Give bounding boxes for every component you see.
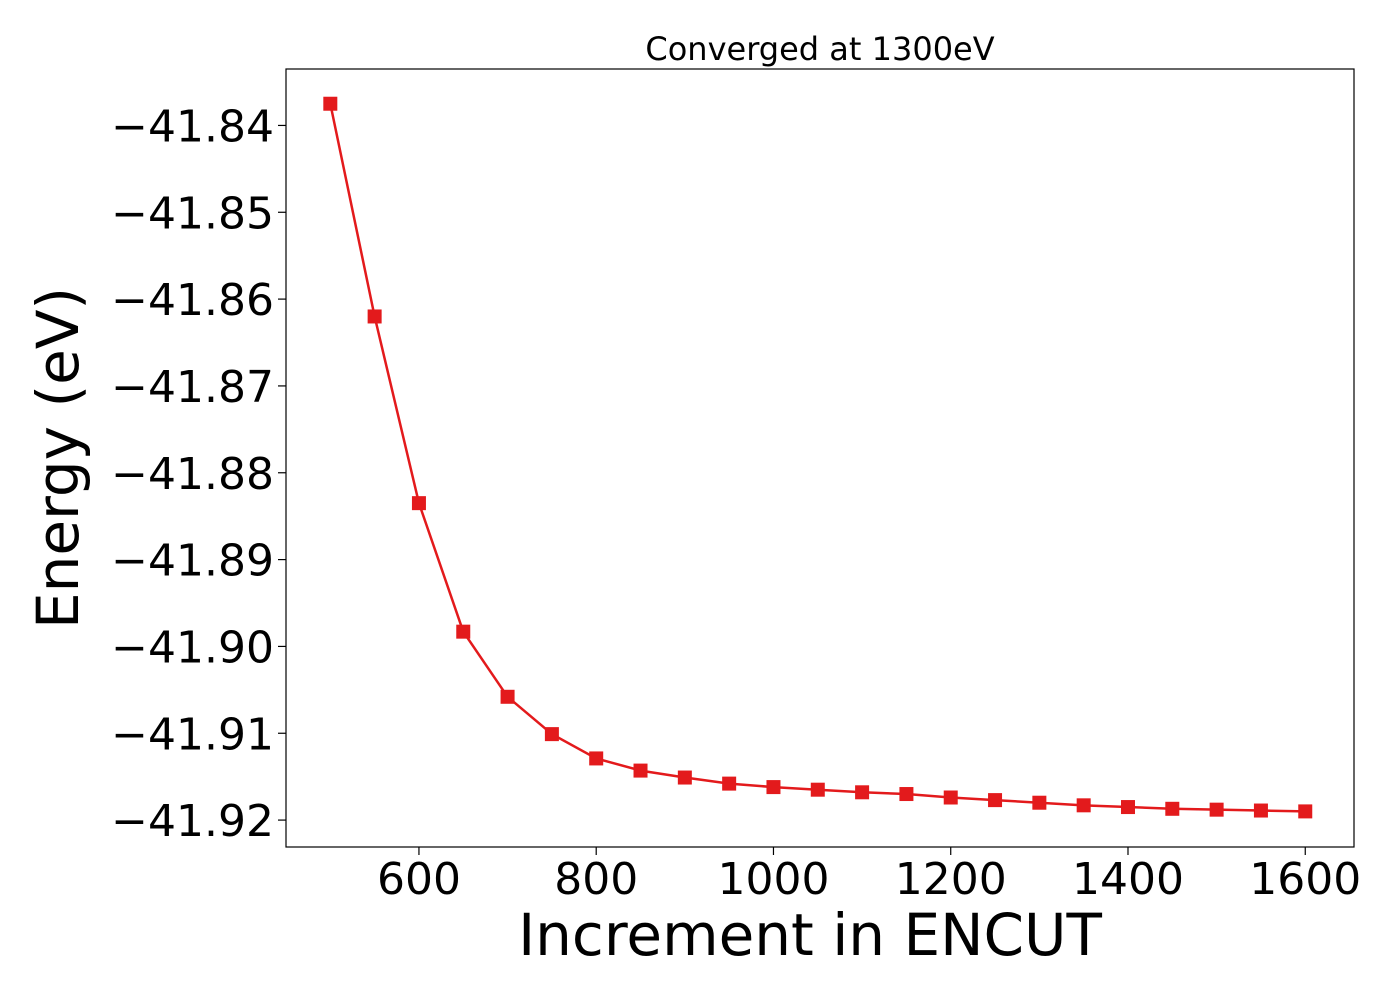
plot-area xyxy=(285,68,1355,848)
data-point xyxy=(1298,804,1313,819)
data-point xyxy=(1253,803,1268,818)
data-point xyxy=(1165,801,1180,816)
x-tick-label: 800 xyxy=(554,854,638,905)
series-line xyxy=(329,103,1306,813)
data-point xyxy=(988,793,1003,808)
y-tick-label: −41.92 xyxy=(111,796,274,847)
data-point xyxy=(1076,798,1091,813)
data-point xyxy=(411,496,426,511)
y-tick-label: −41.84 xyxy=(111,101,274,152)
data-point xyxy=(544,727,559,742)
y-tick-label: −41.86 xyxy=(111,275,274,326)
y-tick-label: −41.85 xyxy=(111,188,274,239)
data-point xyxy=(367,309,382,324)
x-tick-label: 600 xyxy=(377,854,461,905)
data-point xyxy=(899,787,914,802)
series-layer xyxy=(323,96,1313,819)
data-point xyxy=(1209,802,1224,817)
data-point xyxy=(810,782,825,797)
y-tick-label: −41.88 xyxy=(111,449,274,500)
data-point xyxy=(589,751,604,766)
x-axis-label: Increment in ENCUT xyxy=(518,901,1102,969)
data-point xyxy=(1120,800,1135,815)
y-tick-label: −41.90 xyxy=(111,622,274,673)
y-tick-label: −41.87 xyxy=(111,362,274,413)
chart-title: Converged at 1300eV xyxy=(645,30,994,68)
y-tick-label: −41.91 xyxy=(111,709,274,760)
data-point xyxy=(456,624,471,639)
y-tick-label: −41.89 xyxy=(111,536,274,587)
x-tick-label: 1600 xyxy=(1249,854,1361,905)
data-point xyxy=(722,776,737,791)
data-point xyxy=(500,689,515,704)
data-point xyxy=(1032,795,1047,810)
x-axis: 600 800 1000 1200 1400 1600 xyxy=(377,847,1361,905)
data-point xyxy=(323,96,338,111)
y-axis-label: Energy (eV) xyxy=(24,287,92,629)
data-point xyxy=(677,770,692,785)
x-tick-label: 1000 xyxy=(717,854,829,905)
x-tick-label: 1400 xyxy=(1072,854,1184,905)
data-point xyxy=(633,763,648,778)
data-point xyxy=(855,785,870,800)
y-axis: −41.84 −41.85 −41.86 −41.87 −41.88 −41.89 −41.… xyxy=(111,101,286,847)
data-point xyxy=(943,790,958,805)
x-tick-label: 1200 xyxy=(895,854,1007,905)
data-point xyxy=(766,780,781,795)
